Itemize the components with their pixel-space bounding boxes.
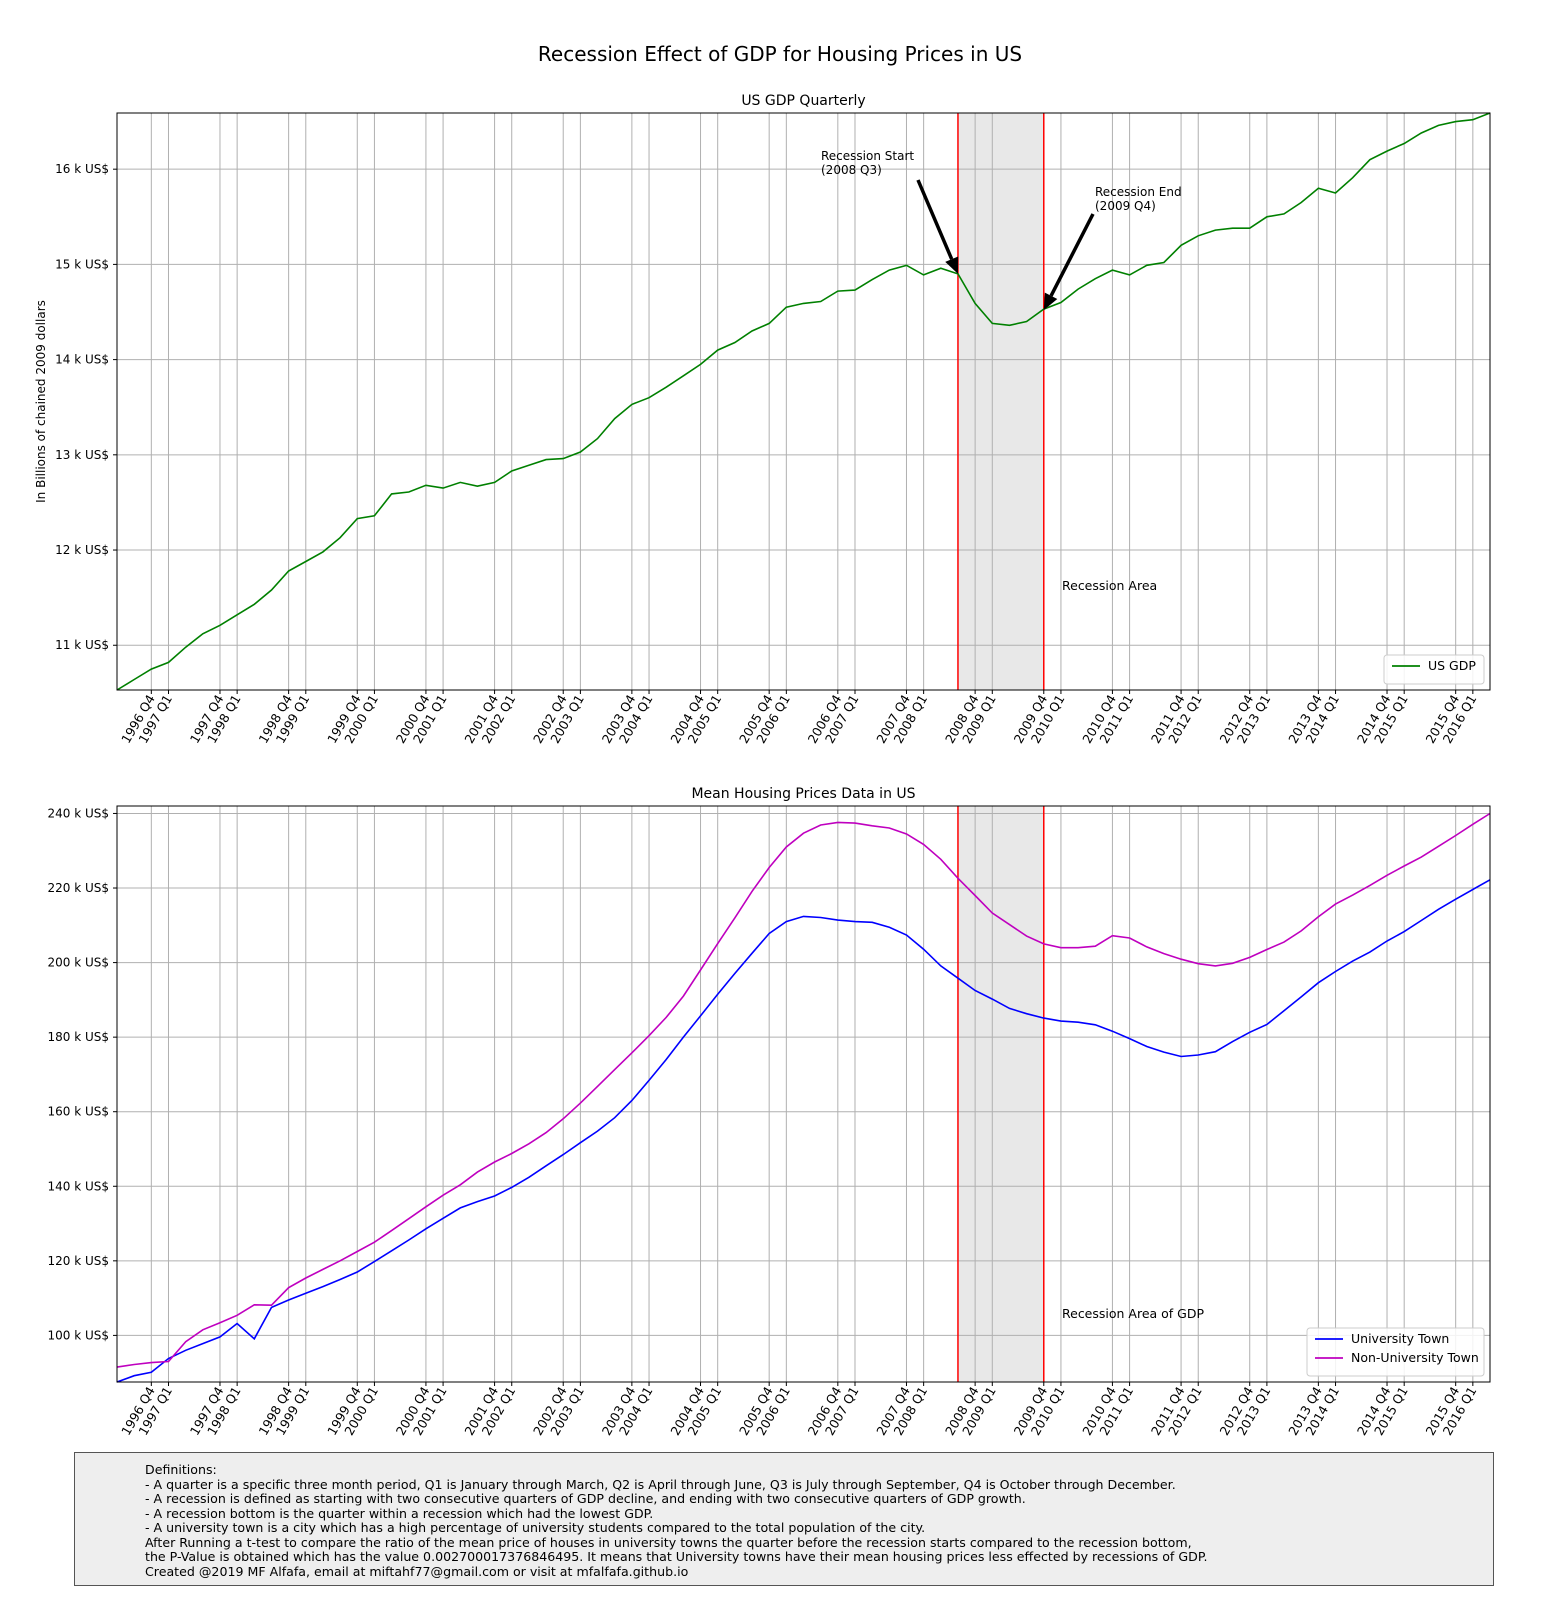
definitions-line: - A recession bottom is the quarter with… bbox=[145, 1505, 654, 1521]
definitions-line: After Running a t-test to compare the ra… bbox=[145, 1534, 1192, 1550]
series-line-non-university-town bbox=[116, 812, 1491, 1368]
legend-label: Non-University Town bbox=[1351, 1350, 1479, 1365]
y-tick-label: 160 k US$ bbox=[47, 1105, 109, 1119]
legend-label: University Town bbox=[1351, 1331, 1449, 1346]
definitions-line: Definitions: bbox=[145, 1462, 217, 1477]
annotation-recession-end: Recession End bbox=[1095, 185, 1182, 199]
y-tick-label: 100 k US$ bbox=[47, 1328, 109, 1342]
figure-canvas: Recession Effect of GDP for Housing Pric… bbox=[34, 42, 1491, 1438]
definitions-box: Definitions: - A quarter is a specific t… bbox=[74, 1452, 1494, 1586]
plot-frame bbox=[116, 805, 1491, 1383]
y-tick-label: 14 k US$ bbox=[55, 353, 109, 367]
recession-area bbox=[957, 806, 1044, 1382]
y-tick-label: 15 k US$ bbox=[55, 257, 109, 271]
y-tick-label: 16 k US$ bbox=[55, 162, 109, 176]
annotation-arrowhead bbox=[1043, 292, 1058, 311]
legend-box bbox=[1306, 1327, 1485, 1377]
y-tick-label: 220 k US$ bbox=[47, 881, 109, 895]
y-tick-label: 11 k US$ bbox=[55, 638, 109, 652]
definitions-line: - A recession is defined as starting wit… bbox=[145, 1491, 1026, 1506]
y-tick-label: 140 k US$ bbox=[47, 1179, 109, 1193]
y-tick-label: 200 k US$ bbox=[47, 956, 109, 970]
series-line-university-town bbox=[116, 879, 1491, 1383]
figure-title: Recession Effect of GDP for Housing Pric… bbox=[538, 42, 1022, 66]
legend-box bbox=[1383, 654, 1485, 685]
plot-frame bbox=[116, 112, 1491, 691]
y-tick-label: 120 k US$ bbox=[47, 1254, 109, 1268]
legend-label: US GDP bbox=[1428, 658, 1476, 673]
y-tick-label: 13 k US$ bbox=[55, 448, 109, 462]
definitions-line: - A university town is a city which has … bbox=[145, 1520, 926, 1535]
annotation-arrowhead bbox=[945, 256, 959, 274]
recession-area bbox=[957, 113, 1044, 690]
panel-title: US GDP Quarterly bbox=[741, 93, 865, 109]
definitions-line: the P-Value is obtained which has the va… bbox=[145, 1549, 1208, 1564]
y-tick-label: 12 k US$ bbox=[55, 543, 109, 557]
panel-title: Mean Housing Prices Data in US bbox=[691, 786, 915, 802]
definitions-line: Created @2019 MF Alfafa, email at miftah… bbox=[145, 1563, 689, 1579]
y-axis-label: In Billions of chained 2009 dollars bbox=[34, 300, 48, 503]
annotation-arrow bbox=[916, 179, 954, 260]
annotation-recession-start: Recession Start bbox=[821, 149, 914, 163]
annotation--2008-q3: (2008 Q3) bbox=[821, 163, 882, 177]
y-tick-label: 240 k US$ bbox=[47, 806, 109, 820]
definitions-line: - A quarter is a specific three month pe… bbox=[145, 1476, 1176, 1492]
series-line-us-gdp bbox=[116, 112, 1491, 691]
annotation-recession-area-of-gdp: Recession Area of GDP bbox=[1062, 1306, 1204, 1321]
annotation--2009-q4: (2009 Q4) bbox=[1095, 199, 1156, 213]
annotation-arrow bbox=[1049, 213, 1095, 297]
annotation-recession-area: Recession Area bbox=[1062, 578, 1157, 593]
y-tick-label: 180 k US$ bbox=[47, 1030, 109, 1044]
